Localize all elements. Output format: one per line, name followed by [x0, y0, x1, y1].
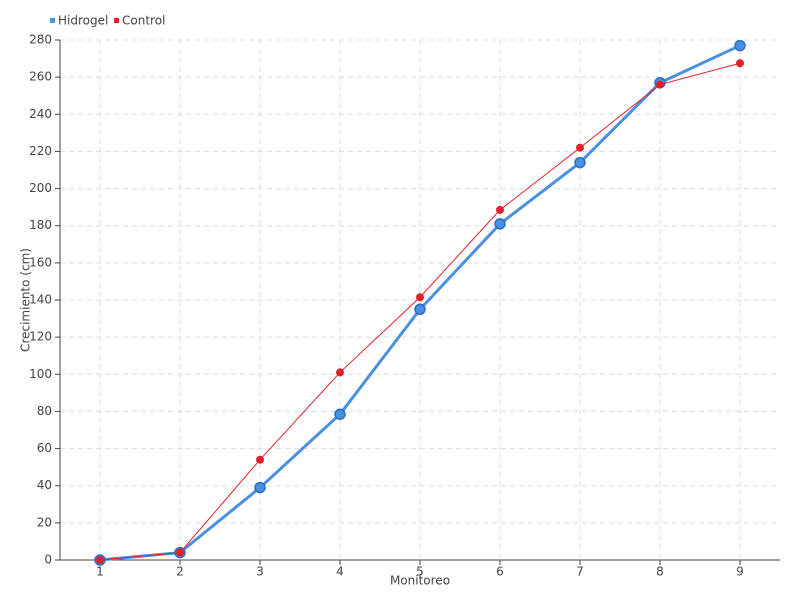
x-tick-label: 6: [496, 565, 504, 579]
x-tick-label: 8: [656, 565, 664, 579]
x-tick-label: 3: [256, 565, 264, 579]
data-point: [416, 293, 424, 302]
y-tick-label: 220: [29, 144, 52, 158]
legend-label: Hidrogel: [58, 14, 108, 28]
y-tick-label: 80: [37, 404, 52, 418]
y-tick-label: 260: [29, 70, 52, 84]
data-point: [494, 218, 506, 230]
data-point: [256, 455, 264, 464]
x-tick-label: 5: [416, 565, 424, 579]
x-tick-label: 7: [576, 565, 584, 579]
y-tick-label: 280: [29, 33, 52, 47]
y-tick-label: 240: [29, 107, 52, 121]
legend-label: Control: [122, 14, 165, 28]
y-tick-label: 200: [29, 181, 52, 195]
data-point: [414, 303, 426, 316]
y-tick-label: 40: [37, 478, 52, 492]
y-tick-label: 120: [29, 330, 52, 344]
data-point: [334, 408, 346, 420]
data-point: [736, 59, 744, 68]
y-tick-label: 0: [44, 553, 52, 567]
y-axis-label: Crecimiento (cm): [19, 248, 33, 352]
data-point: [576, 143, 584, 152]
y-tick-label: 180: [29, 218, 52, 232]
y-tick-label: 20: [37, 515, 52, 529]
data-point: [574, 156, 586, 169]
y-tick-label: 140: [29, 293, 52, 307]
data-point: [254, 481, 266, 494]
y-tick-label: 100: [29, 367, 52, 381]
legend-swatch: [114, 18, 119, 23]
x-tick-label: 9: [736, 565, 744, 579]
x-tick-label: 1: [96, 565, 104, 579]
data-point: [734, 39, 746, 52]
x-tick-label: 2: [176, 565, 184, 579]
legend-swatch: [50, 18, 55, 23]
data-point: [336, 368, 344, 377]
data-point: [176, 548, 184, 557]
y-tick-label: 60: [37, 441, 52, 455]
data-point: [656, 80, 664, 89]
data-point: [496, 205, 504, 214]
y-tick-label: 160: [29, 255, 52, 269]
x-tick-label: 4: [336, 565, 344, 579]
x-axis-label: Monitoreo: [390, 574, 450, 588]
data-point: [96, 556, 104, 564]
